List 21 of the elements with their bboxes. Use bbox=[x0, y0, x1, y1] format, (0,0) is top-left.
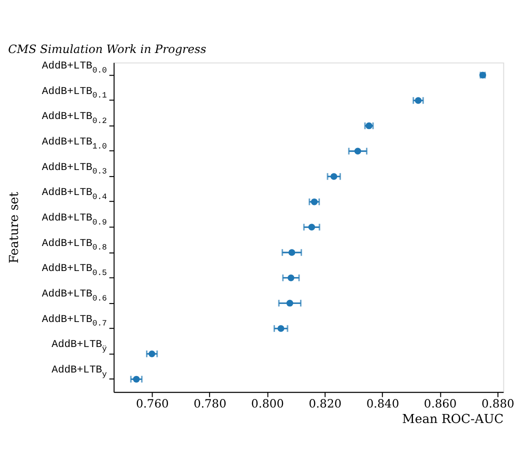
chart-title: CMS Simulation Work in Progress bbox=[8, 42, 206, 56]
point bbox=[308, 224, 316, 231]
point bbox=[132, 376, 140, 383]
point bbox=[414, 97, 422, 104]
x-tick-label: 0.880 bbox=[482, 396, 514, 411]
x-tick-label: 0.820 bbox=[308, 396, 342, 411]
y-axis-title: Feature set bbox=[6, 192, 22, 264]
point bbox=[148, 350, 156, 358]
point bbox=[288, 249, 296, 256]
x-axis-title: Mean ROC-AUC bbox=[402, 410, 504, 426]
point bbox=[278, 325, 284, 332]
x-tick-label: 0.760 bbox=[136, 396, 169, 411]
point bbox=[310, 198, 318, 206]
point bbox=[286, 300, 294, 307]
point bbox=[330, 173, 338, 180]
x-tick-label: 0.800 bbox=[251, 396, 284, 411]
x-tick-label: 0.860 bbox=[424, 396, 457, 411]
x-tick-label: 0.780 bbox=[194, 396, 226, 411]
x-tick-label: 0.840 bbox=[366, 396, 400, 411]
point bbox=[354, 148, 362, 155]
point bbox=[288, 274, 294, 282]
